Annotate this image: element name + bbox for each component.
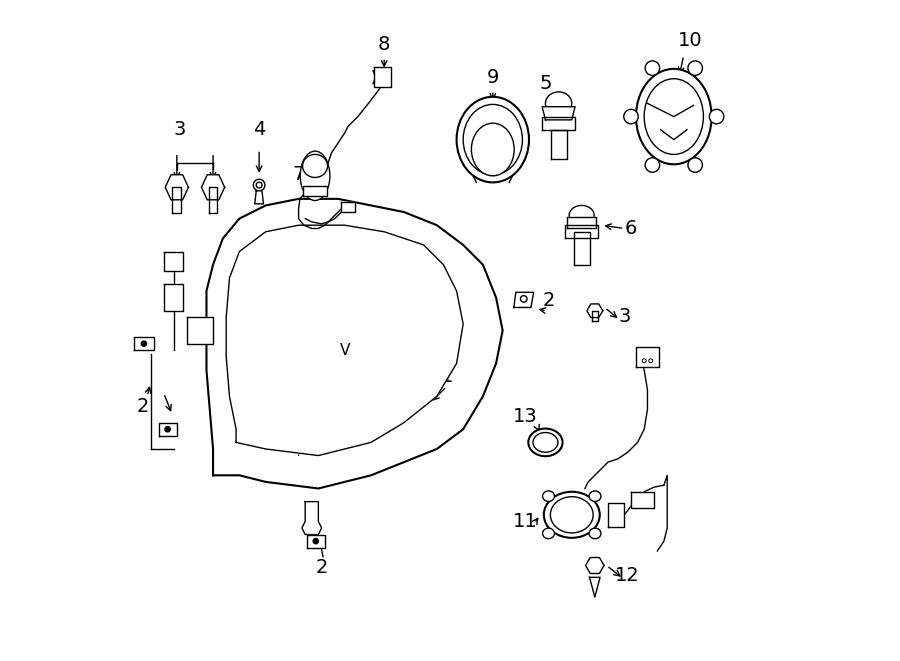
Polygon shape: [374, 67, 391, 87]
Polygon shape: [635, 347, 660, 367]
Ellipse shape: [533, 432, 558, 452]
Text: 8: 8: [378, 34, 391, 54]
Ellipse shape: [302, 155, 328, 177]
Ellipse shape: [456, 97, 529, 182]
Circle shape: [141, 341, 147, 346]
Ellipse shape: [543, 528, 554, 539]
Polygon shape: [302, 502, 321, 535]
Text: 2: 2: [316, 558, 328, 577]
Text: 1: 1: [440, 367, 453, 386]
Polygon shape: [134, 337, 154, 350]
Polygon shape: [567, 217, 596, 229]
Ellipse shape: [544, 492, 599, 538]
Ellipse shape: [545, 92, 572, 115]
Ellipse shape: [709, 109, 724, 124]
Ellipse shape: [645, 158, 660, 173]
Text: 3: 3: [618, 307, 631, 325]
Ellipse shape: [624, 109, 638, 124]
Ellipse shape: [551, 496, 593, 533]
Ellipse shape: [528, 428, 562, 456]
Ellipse shape: [688, 61, 702, 75]
Circle shape: [649, 359, 652, 363]
Polygon shape: [608, 503, 625, 527]
Polygon shape: [186, 317, 213, 344]
Circle shape: [165, 426, 170, 432]
Ellipse shape: [645, 61, 660, 75]
Polygon shape: [542, 106, 575, 120]
Text: 3: 3: [174, 120, 186, 139]
Polygon shape: [591, 311, 599, 321]
Text: 2: 2: [543, 292, 555, 311]
Polygon shape: [587, 304, 603, 317]
Ellipse shape: [688, 158, 702, 173]
Ellipse shape: [464, 104, 522, 175]
Polygon shape: [514, 292, 534, 307]
Text: 5: 5: [539, 74, 552, 93]
Polygon shape: [173, 187, 181, 214]
Ellipse shape: [569, 206, 594, 225]
Polygon shape: [255, 191, 264, 204]
Text: 9: 9: [487, 67, 499, 87]
Polygon shape: [164, 252, 184, 271]
Circle shape: [253, 179, 265, 191]
Text: 11: 11: [513, 512, 538, 531]
Polygon shape: [573, 232, 590, 264]
Text: 13: 13: [513, 407, 538, 426]
Circle shape: [520, 295, 527, 302]
Text: 4: 4: [253, 120, 266, 139]
Polygon shape: [307, 535, 325, 548]
Text: 6: 6: [625, 219, 637, 238]
Ellipse shape: [644, 79, 704, 155]
Ellipse shape: [472, 123, 514, 176]
Text: V: V: [339, 343, 350, 358]
Circle shape: [256, 182, 262, 188]
Circle shape: [643, 359, 646, 363]
Polygon shape: [551, 130, 566, 159]
Polygon shape: [166, 175, 188, 200]
Polygon shape: [542, 116, 575, 130]
Polygon shape: [159, 422, 176, 436]
Ellipse shape: [590, 528, 601, 539]
Polygon shape: [341, 202, 355, 212]
Circle shape: [313, 539, 319, 544]
Text: 10: 10: [678, 31, 703, 50]
Text: 7: 7: [292, 165, 305, 184]
Ellipse shape: [590, 491, 601, 502]
Polygon shape: [206, 199, 503, 488]
Polygon shape: [565, 225, 599, 239]
Polygon shape: [209, 187, 218, 214]
Polygon shape: [303, 186, 327, 196]
Polygon shape: [164, 284, 184, 311]
Polygon shape: [590, 577, 600, 597]
Ellipse shape: [301, 151, 330, 200]
Ellipse shape: [636, 69, 712, 165]
Polygon shape: [202, 175, 225, 200]
Polygon shape: [586, 557, 604, 574]
Polygon shape: [631, 492, 654, 508]
Text: 12: 12: [616, 566, 640, 585]
Ellipse shape: [543, 491, 554, 502]
Polygon shape: [226, 225, 464, 455]
Text: 2: 2: [137, 397, 148, 416]
